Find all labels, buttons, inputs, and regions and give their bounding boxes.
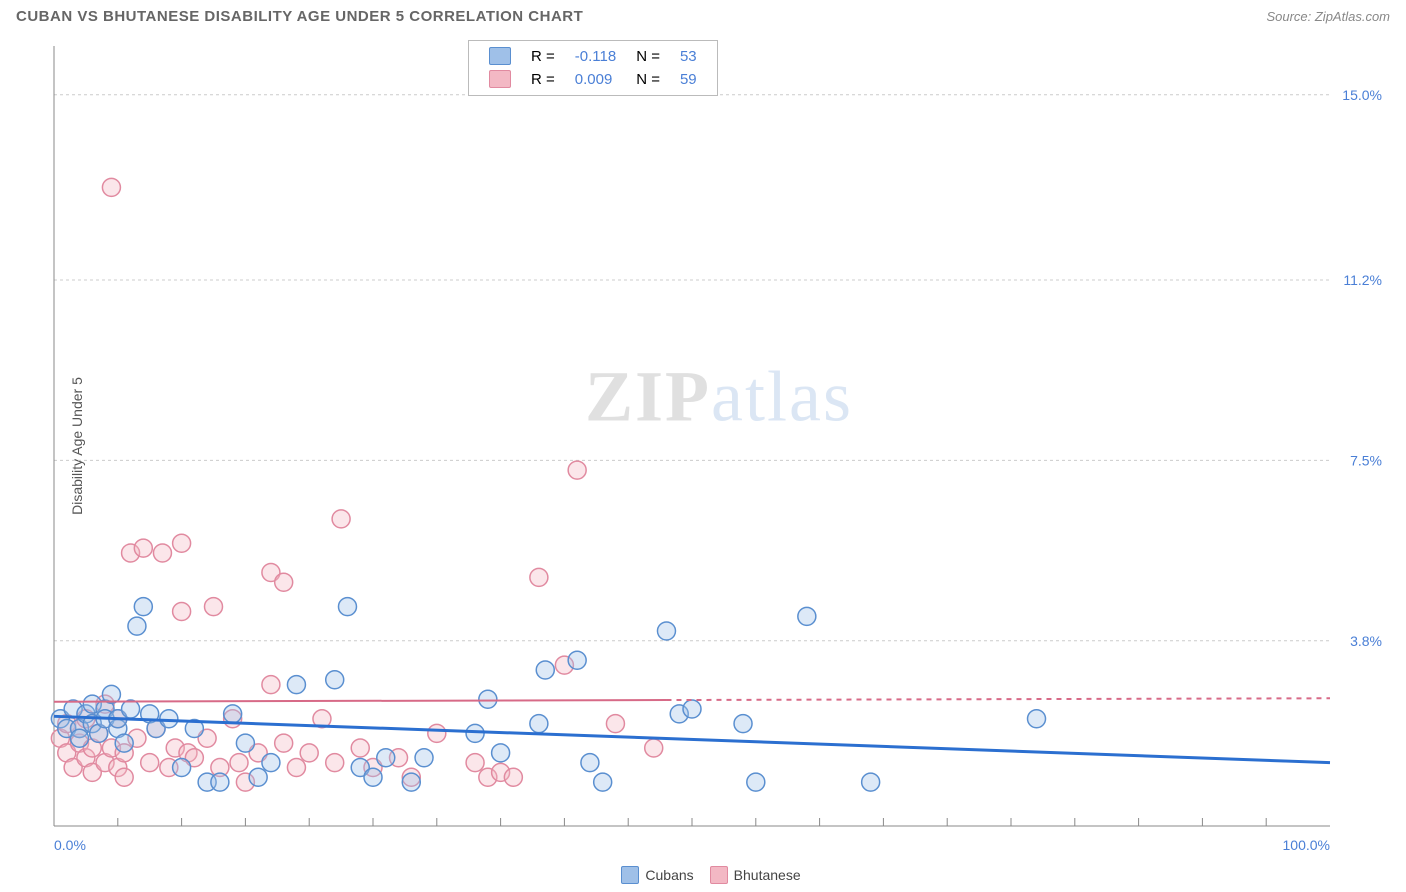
correlation-table: R =-0.118N =53R =0.009N =59 [479, 45, 707, 91]
data-point [326, 671, 344, 689]
data-point [466, 754, 484, 772]
data-point [224, 705, 242, 723]
data-point [402, 773, 420, 791]
y-tick-label: 3.8% [1350, 633, 1382, 649]
legend-n-label: N = [626, 45, 670, 68]
data-point [332, 510, 350, 528]
data-point [415, 749, 433, 767]
data-point [683, 700, 701, 718]
data-point [141, 754, 159, 772]
data-point [153, 544, 171, 562]
data-point [568, 651, 586, 669]
data-point [466, 724, 484, 742]
correlation-legend: R =-0.118N =53R =0.009N =59 [468, 40, 718, 96]
chart-title: CUBAN VS BHUTANESE DISABILITY AGE UNDER … [16, 8, 583, 25]
y-tick-label: 7.5% [1350, 452, 1382, 468]
legend-n-label: N = [626, 68, 670, 91]
data-point [338, 598, 356, 616]
data-point [364, 768, 382, 786]
x-tick-label: 0.0% [54, 837, 86, 853]
y-tick-label: 15.0% [1342, 87, 1382, 103]
legend-r-label: R = [521, 45, 565, 68]
legend-swatch [489, 47, 511, 65]
data-point [530, 715, 548, 733]
data-point [275, 573, 293, 591]
data-point [262, 754, 280, 772]
data-point [128, 617, 146, 635]
data-point [236, 734, 254, 752]
data-point [798, 607, 816, 625]
data-point [262, 676, 280, 694]
data-point [351, 739, 369, 757]
data-point [287, 676, 305, 694]
data-point [747, 773, 765, 791]
legend-swatch [621, 866, 639, 884]
data-point [102, 178, 120, 196]
scatter-chart: 3.8% 7.5% 11.2% 15.0% 0.0% 100.0% [48, 36, 1390, 856]
data-point [300, 744, 318, 762]
data-point [428, 724, 446, 742]
data-point [205, 598, 223, 616]
data-point [594, 773, 612, 791]
data-point [173, 603, 191, 621]
series-legend: Cubans Bhutanese [0, 866, 1406, 884]
data-point [1028, 710, 1046, 728]
legend-r-label: R = [521, 68, 565, 91]
legend-label: Bhutanese [734, 867, 801, 883]
data-point [115, 768, 133, 786]
data-point [115, 734, 133, 752]
data-point [504, 768, 522, 786]
data-point [530, 568, 548, 586]
y-tick-label: 11.2% [1343, 272, 1382, 288]
data-point [71, 729, 89, 747]
legend-row: R =0.009N =59 [479, 68, 707, 91]
data-point [249, 768, 267, 786]
data-point [536, 661, 554, 679]
data-point [173, 759, 191, 777]
regression-line [54, 700, 666, 702]
data-point [134, 539, 152, 557]
legend-r-value: 0.009 [565, 68, 626, 91]
header: CUBAN VS BHUTANESE DISABILITY AGE UNDER … [0, 0, 1406, 29]
data-point [275, 734, 293, 752]
data-point [492, 744, 510, 762]
legend-n-value: 59 [670, 68, 707, 91]
data-point [581, 754, 599, 772]
legend-row: R =-0.118N =53 [479, 45, 707, 68]
data-point [160, 710, 178, 728]
data-point [657, 622, 675, 640]
x-tick-label: 100.0% [1283, 837, 1330, 853]
data-point [606, 715, 624, 733]
data-point [326, 754, 344, 772]
data-point [377, 749, 395, 767]
data-point [230, 754, 248, 772]
regression-line-dashed [666, 698, 1330, 700]
data-point [211, 773, 229, 791]
legend-swatch [489, 70, 511, 88]
data-point [122, 700, 140, 718]
data-point [134, 598, 152, 616]
data-point [287, 759, 305, 777]
source-label: Source: ZipAtlas.com [1266, 9, 1390, 24]
legend-label: Cubans [645, 867, 693, 883]
data-point [479, 690, 497, 708]
data-point [173, 534, 191, 552]
legend-n-value: 53 [670, 45, 707, 68]
data-point [862, 773, 880, 791]
data-point [568, 461, 586, 479]
data-point [645, 739, 663, 757]
data-point [734, 715, 752, 733]
legend-r-value: -0.118 [565, 45, 626, 68]
legend-swatch [710, 866, 728, 884]
chart-container: ZIPatlas 3.8%7.5%11.2%15.0%0.0%100.0% R … [48, 36, 1390, 856]
